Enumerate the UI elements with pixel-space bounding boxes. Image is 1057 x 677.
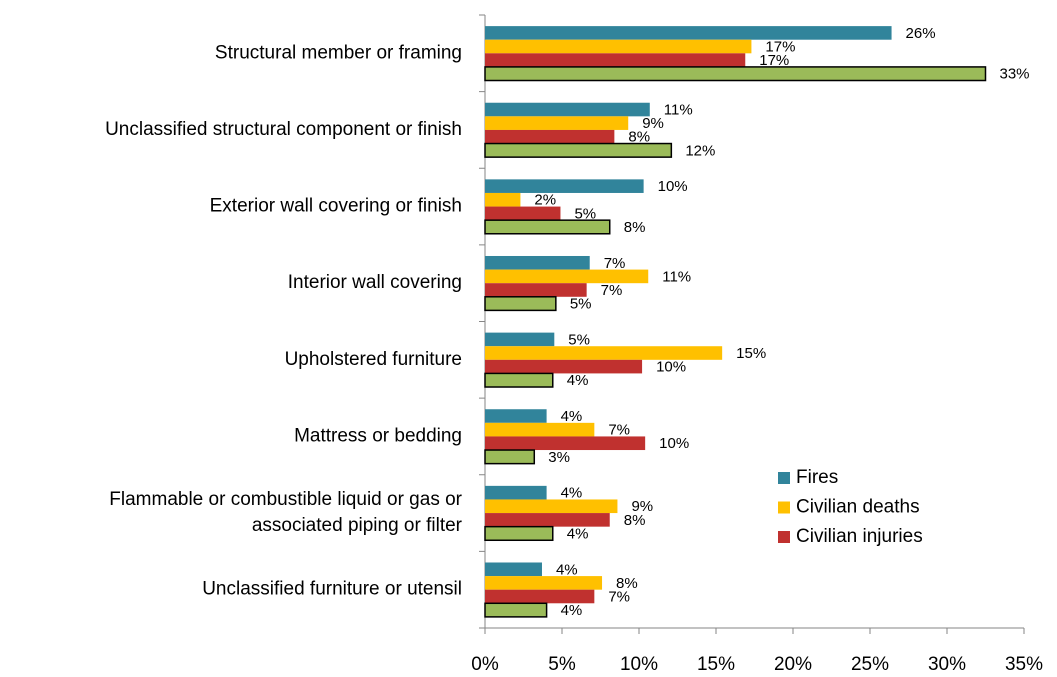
bar bbox=[484, 296, 557, 312]
bar bbox=[484, 372, 554, 388]
bar bbox=[485, 513, 610, 527]
bar bbox=[485, 179, 644, 193]
bar bbox=[485, 269, 649, 284]
legend-label: Civilian deaths bbox=[796, 497, 920, 518]
x-tick-label: 10% bbox=[620, 654, 658, 675]
x-tick-label: 5% bbox=[548, 654, 576, 675]
data-label: 10% bbox=[659, 435, 689, 452]
data-label: 8% bbox=[628, 129, 650, 146]
bar bbox=[484, 66, 987, 82]
category-label-line: Flammable or combustible liquid or gas o… bbox=[109, 489, 462, 510]
bar bbox=[485, 346, 723, 360]
data-label: 12% bbox=[685, 142, 715, 159]
data-label: 17% bbox=[759, 52, 789, 69]
bar bbox=[485, 102, 650, 117]
bar bbox=[485, 39, 752, 54]
bar bbox=[485, 206, 561, 221]
bar bbox=[485, 26, 892, 40]
bar bbox=[484, 525, 554, 542]
category-label: Structural member or framing bbox=[215, 42, 462, 63]
bar bbox=[485, 589, 595, 604]
data-label: 11% bbox=[662, 268, 691, 285]
bar bbox=[485, 359, 643, 374]
data-label: 5% bbox=[568, 331, 590, 348]
data-label: 4% bbox=[567, 525, 589, 542]
data-label: 15% bbox=[736, 345, 766, 362]
category-label: Unclassified structural component or fin… bbox=[105, 119, 462, 140]
bar bbox=[485, 129, 615, 144]
bar bbox=[485, 192, 521, 207]
data-label: 11% bbox=[664, 102, 693, 119]
legend-swatch bbox=[778, 531, 790, 543]
category-label: Flammable or combustible liquid or gas o… bbox=[109, 489, 462, 536]
category-label: Interior wall covering bbox=[288, 272, 462, 293]
legend-label: Fires bbox=[796, 467, 838, 488]
category-label: Exterior wall covering or finish bbox=[210, 196, 462, 217]
data-label: 7% bbox=[608, 588, 630, 605]
bar bbox=[484, 219, 611, 235]
bar bbox=[485, 499, 618, 514]
data-label: 5% bbox=[574, 205, 596, 222]
data-label: 4% bbox=[561, 408, 583, 425]
x-tick-label: 15% bbox=[697, 654, 735, 675]
data-label: 33% bbox=[1000, 66, 1030, 83]
data-label: 10% bbox=[658, 178, 688, 195]
data-label: 8% bbox=[616, 575, 638, 592]
data-label: 4% bbox=[561, 602, 583, 619]
bar bbox=[485, 332, 555, 347]
category-label: Mattress or bedding bbox=[294, 425, 462, 446]
bar bbox=[485, 283, 587, 297]
x-tick-label: 30% bbox=[928, 654, 966, 675]
bar bbox=[485, 436, 646, 451]
data-label: 8% bbox=[624, 219, 646, 236]
bar bbox=[485, 576, 603, 590]
category-label: Unclassified furniture or utensil bbox=[202, 579, 462, 600]
bar bbox=[485, 485, 547, 500]
bar bbox=[484, 449, 536, 465]
x-tick-label: 0% bbox=[471, 654, 499, 675]
bar bbox=[485, 409, 547, 423]
bar bbox=[485, 255, 590, 270]
data-label: 7% bbox=[601, 282, 623, 299]
bar bbox=[484, 602, 548, 618]
data-label: 5% bbox=[570, 296, 592, 313]
x-tick-label: 20% bbox=[774, 654, 812, 675]
x-tick-label: 35% bbox=[1005, 654, 1043, 675]
data-label: 2% bbox=[534, 192, 556, 209]
data-label: 7% bbox=[608, 422, 630, 439]
data-label: 10% bbox=[656, 359, 686, 376]
bar bbox=[485, 116, 629, 130]
data-label: 4% bbox=[561, 485, 583, 502]
data-label: 4% bbox=[567, 372, 589, 389]
legend-swatch bbox=[778, 501, 790, 514]
data-label: 9% bbox=[642, 115, 664, 132]
bar bbox=[485, 562, 542, 577]
legend-swatch bbox=[778, 472, 790, 484]
data-label: 4% bbox=[556, 561, 578, 578]
x-tick-label: 25% bbox=[851, 654, 889, 675]
category-label: Upholstered furniture bbox=[285, 349, 462, 370]
data-label: 9% bbox=[631, 498, 653, 515]
data-label: 3% bbox=[548, 449, 570, 466]
category-label-line: associated piping or filter bbox=[252, 515, 463, 536]
data-label: 8% bbox=[624, 512, 646, 529]
legend-label: Civilian injuries bbox=[796, 526, 923, 547]
bar bbox=[484, 142, 673, 158]
bar bbox=[485, 53, 746, 67]
bar bbox=[485, 422, 595, 437]
data-label: 26% bbox=[906, 25, 936, 42]
data-label: 17% bbox=[765, 38, 795, 55]
data-label: 7% bbox=[604, 255, 626, 272]
